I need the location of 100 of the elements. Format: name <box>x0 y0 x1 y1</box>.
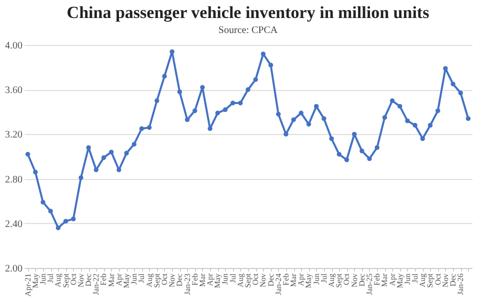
x-tick-label: Aug <box>327 274 336 288</box>
point <box>360 148 364 154</box>
x-tick-label: Sept <box>334 272 344 288</box>
x-tick-label: Jul <box>137 272 146 283</box>
point <box>253 77 258 82</box>
y-tick-label: 4.00 <box>5 40 22 52</box>
x-tick-label: Dec <box>84 273 94 286</box>
point <box>132 142 136 147</box>
point <box>208 126 212 131</box>
x-tick-label: Oct <box>68 272 78 286</box>
x-tick-label: Oct <box>160 272 169 286</box>
x-tick-label: Apr <box>388 273 397 286</box>
chart-title: China passenger vehicle inventory in million units <box>66 3 430 22</box>
x-tick-label: Dec <box>266 273 276 286</box>
point <box>344 158 350 162</box>
x-tick-label: Feb <box>190 274 200 286</box>
x-tick-label: Oct <box>251 272 260 286</box>
x-tick-label: Jul <box>410 272 420 283</box>
x-tick-label: Feb <box>99 274 108 286</box>
point <box>374 145 380 150</box>
x-tick-label: Mar <box>106 273 116 287</box>
x-tick-label: Sept <box>426 272 435 288</box>
x-tick-label: Jan-24 <box>274 274 283 295</box>
y-tick-label: 2.00 <box>5 264 22 274</box>
point <box>230 100 236 106</box>
x-tick-label: Nov <box>258 274 268 288</box>
point <box>192 108 198 114</box>
point <box>420 136 425 141</box>
y-tick-label: 2.80 <box>5 174 22 186</box>
source-note: Source: CPCA <box>218 25 278 36</box>
point <box>154 98 160 104</box>
x-tick-label: Jul <box>46 272 56 283</box>
point <box>25 152 30 157</box>
x-tick-label: May <box>304 274 314 288</box>
point <box>162 74 167 79</box>
x-tick-label: Jun <box>220 274 230 285</box>
point <box>63 218 68 224</box>
point <box>33 170 38 174</box>
point <box>276 112 281 116</box>
x-tick-label: Oct <box>342 272 352 286</box>
x-tick-label: Aug <box>54 274 63 288</box>
point <box>94 168 98 172</box>
point <box>306 122 312 127</box>
x-tick-label: Jun <box>402 274 412 285</box>
x-tick-label: Jul <box>319 272 328 283</box>
x-tick-label: Jan-25 <box>364 274 374 295</box>
point <box>246 87 250 92</box>
point <box>298 110 304 116</box>
point <box>322 116 326 121</box>
x-tick-label: Sept <box>244 272 252 288</box>
x-tick-label: Apr <box>114 273 124 286</box>
x-tick-label: Dec <box>357 273 366 286</box>
x-tick-label: Apr <box>296 273 306 286</box>
point <box>48 208 53 214</box>
x-tick-label: Aug <box>236 274 245 288</box>
x-tick-label: Mar <box>198 273 207 287</box>
x-tick-label: May <box>122 274 132 288</box>
x-tick-label: Jun <box>38 274 48 285</box>
point <box>238 100 243 106</box>
point <box>412 122 418 128</box>
point <box>336 152 342 157</box>
x-tick-label: Jun <box>312 274 321 285</box>
point <box>124 150 129 156</box>
x-tick-label: Jan-26 <box>456 274 466 295</box>
point <box>268 62 274 68</box>
x-tick-label: Aug <box>418 274 428 288</box>
point <box>78 175 84 180</box>
x-tick-label: Nov <box>168 274 177 288</box>
point <box>466 116 471 121</box>
point <box>177 89 182 94</box>
x-tick-label: Dec <box>175 273 184 286</box>
x-tick-label: Nov <box>350 274 359 288</box>
x-tick-label: Jun <box>130 274 139 285</box>
x-tick-label: May <box>213 274 222 288</box>
y-tick-label: 3.20 <box>5 130 22 141</box>
x-tick-label: Apr <box>206 273 215 286</box>
x-tick-label: Aug <box>144 274 154 288</box>
x-tick-label: Jan-23 <box>182 274 192 295</box>
point <box>443 66 448 71</box>
x-tick-label: Sept <box>61 272 70 288</box>
point <box>108 150 114 154</box>
point <box>116 168 122 172</box>
point <box>71 216 76 222</box>
point <box>291 117 296 122</box>
point <box>184 117 190 122</box>
point <box>139 126 144 131</box>
point <box>390 98 395 104</box>
x-tick-label: May <box>395 274 404 288</box>
x-tick-label: Oct <box>433 272 442 286</box>
point <box>215 110 220 116</box>
x-tick-label: Feb <box>281 274 290 286</box>
point <box>56 226 61 230</box>
point <box>450 82 456 86</box>
point <box>40 200 46 205</box>
x-tick-label: Mar <box>380 273 390 287</box>
x-tick-label: Apr-21 <box>23 274 32 296</box>
point <box>329 136 334 141</box>
point <box>146 125 152 130</box>
x-tick-label: Jul <box>228 272 238 283</box>
point <box>86 145 91 150</box>
